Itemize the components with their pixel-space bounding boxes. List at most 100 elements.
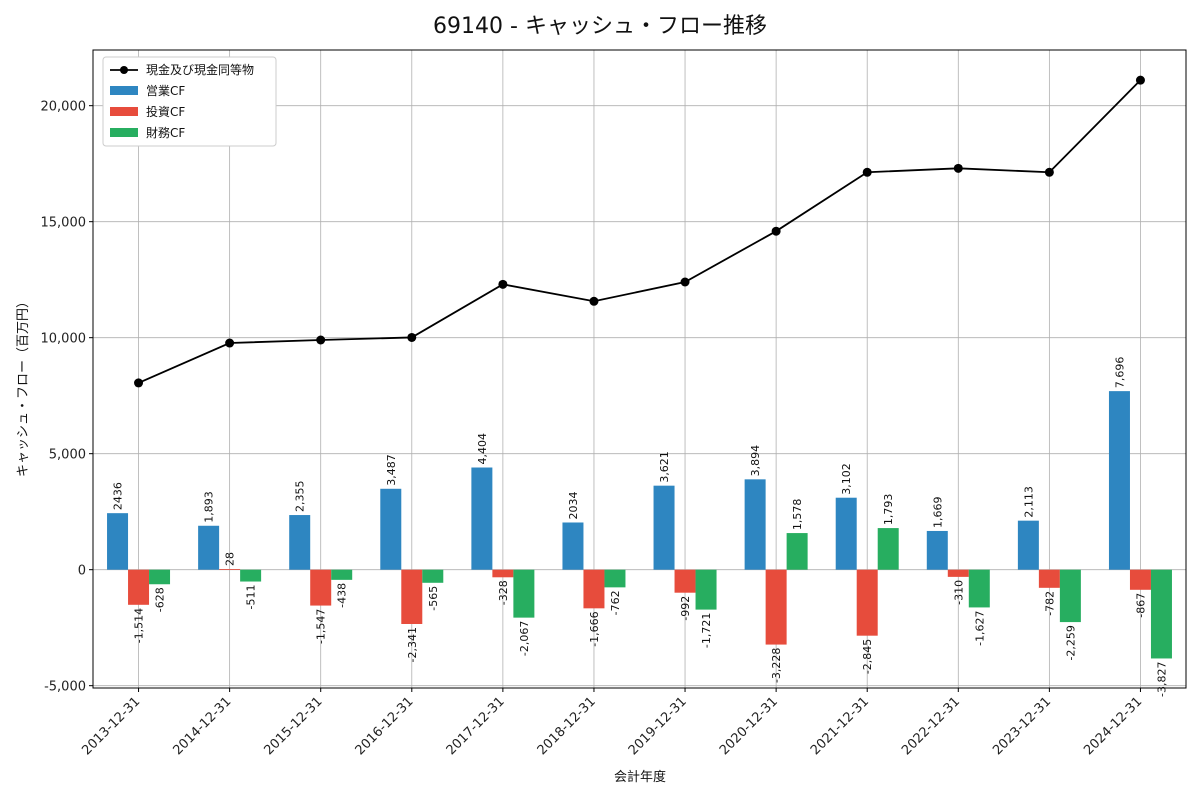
bar-value-label: -2,259 (1064, 625, 1077, 660)
bar (1129, 569, 1151, 590)
bar-value-label: -992 (679, 596, 692, 621)
bar (289, 515, 311, 570)
bar (786, 533, 808, 570)
bar (401, 569, 423, 624)
y-tick-label: 20,000 (41, 100, 87, 115)
cash-line-point (134, 378, 144, 388)
bar-value-label: 2,113 (1022, 486, 1035, 518)
cash-line (134, 75, 1145, 388)
bar-value-label: -511 (245, 585, 258, 610)
bar-value-label: -762 (609, 590, 622, 615)
legend-label-investing: 投資CF (146, 104, 185, 119)
bar-value-label: -867 (1134, 593, 1147, 618)
bar-value-label: 1,893 (203, 491, 216, 523)
bar (492, 569, 514, 578)
bar (744, 479, 766, 570)
bar (149, 569, 171, 585)
bar (583, 569, 605, 609)
bar-value-label: 2034 (567, 491, 580, 519)
bar-value-label: 7,696 (1113, 357, 1126, 389)
cash-line-point (498, 279, 508, 289)
x-tick-label: 2024-12-31 (1081, 694, 1145, 758)
bar-value-label: -1,627 (973, 610, 986, 645)
bar (380, 488, 402, 570)
bar-value-label: -782 (1043, 591, 1056, 616)
bar (1017, 520, 1039, 570)
bar (835, 497, 857, 570)
bar-value-label: 3,894 (749, 445, 762, 477)
x-tick-label: 2014-12-31 (170, 694, 234, 758)
bar-value-label: 28 (224, 552, 237, 566)
legend-label-financing: 財務CF (146, 125, 185, 140)
bar-value-label: 1,669 (931, 496, 944, 528)
chart-title: 69140 - キャッシュ・フロー推移 (433, 14, 767, 39)
bar (471, 467, 493, 570)
bar-value-label: 3,487 (385, 454, 398, 486)
cash-line-point (862, 167, 872, 177)
bar-value-label: 2,355 (294, 481, 307, 513)
bar (653, 485, 675, 570)
bar-value-label: 3,102 (840, 463, 853, 495)
bar (1108, 391, 1130, 570)
bar-value-label: 1,578 (791, 499, 804, 531)
bar (856, 569, 878, 636)
bar (562, 522, 584, 570)
bar (198, 525, 220, 570)
y-tick-label: 0 (78, 564, 86, 579)
x-tick-label: 2017-12-31 (444, 694, 508, 758)
legend-swatch-financing (110, 128, 138, 137)
cash-line-path (138, 79, 1142, 384)
cash-line-point (225, 338, 235, 348)
x-tick-label: 2018-12-31 (535, 694, 599, 758)
bar (107, 513, 129, 570)
axes: -5,000 0 5,000 10,000 15,000 20,000 2013-12-31… (41, 100, 1146, 759)
bar (674, 569, 696, 593)
bar-value-label: -1,721 (700, 613, 713, 648)
bar (968, 569, 990, 608)
bar (128, 569, 150, 605)
bar (947, 569, 969, 577)
bar-value-label: -1,666 (588, 611, 601, 646)
cash-line-point (589, 296, 599, 306)
x-tick-label: 2016-12-31 (353, 694, 417, 758)
bar-value-label: -565 (427, 586, 440, 611)
x-axis-title: 会計年度 (614, 769, 666, 785)
x-tick-label: 2020-12-31 (717, 694, 781, 758)
bar (422, 569, 444, 583)
bar (604, 569, 626, 588)
legend-label-cash: 現金及び現金同等物 (146, 62, 254, 77)
cash-line-point (1135, 75, 1145, 85)
y-tick-label: 5,000 (49, 448, 86, 463)
bar (1059, 569, 1081, 623)
bar-value-label: -310 (952, 580, 965, 605)
bar-value-label: -3,827 (1155, 661, 1168, 696)
bar (513, 569, 535, 618)
x-tick-label: 2019-12-31 (626, 694, 690, 758)
legend: 現金及び現金同等物 営業CF 投資CF 財務CF (102, 56, 277, 147)
bar (310, 569, 332, 606)
bar-value-label: -1,514 (133, 608, 146, 643)
bar (240, 569, 262, 582)
bar-value-label: -2,067 (518, 621, 531, 656)
x-tick-label: 2013-12-31 (79, 694, 143, 758)
bar-value-label: -3,228 (770, 648, 783, 683)
bar-value-label: -628 (154, 587, 167, 612)
bar-value-label: -1,547 (315, 609, 328, 644)
bar-value-label: 1,793 (882, 494, 895, 526)
legend-label-operating: 営業CF (146, 84, 185, 98)
bar-value-label: 2436 (112, 482, 125, 510)
cash-line-point (1044, 167, 1054, 177)
y-tick-label: 15,000 (41, 216, 87, 231)
bar (1038, 569, 1060, 588)
x-tick-label: 2023-12-31 (990, 694, 1054, 758)
bar (926, 530, 948, 570)
cash-line-point (316, 335, 326, 345)
y-tick-label: -5,000 (44, 680, 86, 695)
bar (219, 569, 241, 570)
bar (331, 569, 353, 580)
x-tick-label: 2022-12-31 (899, 694, 963, 758)
bar (765, 569, 787, 645)
x-tick-label: 2021-12-31 (808, 694, 872, 758)
cash-line-point (953, 163, 963, 173)
